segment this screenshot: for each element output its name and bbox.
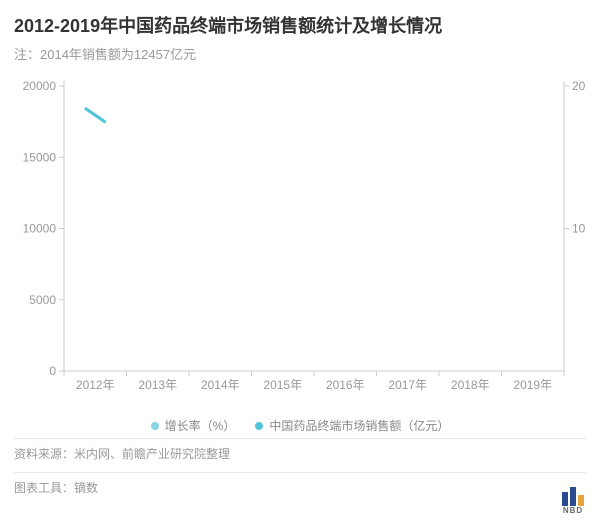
y-tick-right: 10 — [572, 222, 586, 236]
x-tick-label: 2019年 — [513, 378, 552, 392]
x-tick-label: 2016年 — [326, 378, 365, 392]
legend-item: 中国药品终端市场销售额（亿元） — [255, 417, 449, 434]
chart-svg: 0 5000 10000 15000 20000 10 20 2012年 2013年 2014年 2… — [14, 71, 586, 411]
legend-label: 中国药品终端市场销售额（亿元） — [269, 417, 449, 434]
brand-text: NBD — [563, 506, 583, 515]
y-tick-right: 20 — [572, 79, 586, 93]
y-tick-left: 20000 — [23, 79, 57, 93]
legend-label: 增长率（%） — [165, 417, 236, 434]
growth-rate-line — [86, 109, 105, 122]
y-tick-left: 10000 — [23, 222, 57, 236]
legend-marker — [151, 422, 159, 430]
tool-line: 图表工具：镝数 — [14, 473, 586, 502]
chart-title: 2012-2019年中国药品终端市场销售额统计及增长情况 — [14, 12, 586, 38]
y-tick-left: 0 — [49, 364, 56, 378]
x-tick-label: 2015年 — [263, 378, 302, 392]
brand-logo: NBD — [560, 484, 586, 515]
chart-legend: 增长率（%） 中国药品终端市场销售额（亿元） — [14, 417, 586, 434]
legend-marker — [255, 422, 263, 430]
chart-subtitle: 注：2014年销售额为12457亿元 — [14, 44, 586, 63]
x-tick-label: 2017年 — [388, 378, 427, 392]
y-tick-left: 5000 — [29, 293, 56, 307]
source-line: 资料来源：米内网、前瞻产业研究院整理 — [14, 439, 586, 468]
legend-item: 增长率（%） — [151, 417, 236, 434]
x-tick-label: 2018年 — [451, 378, 490, 392]
x-tick-label: 2012年 — [76, 378, 115, 392]
x-tick-label: 2014年 — [201, 378, 240, 392]
y-tick-left: 15000 — [23, 150, 57, 164]
chart-container: 2012-2019年中国药品终端市场销售额统计及增长情况 注：2014年销售额为… — [0, 0, 600, 529]
chart-plot-area: 0 5000 10000 15000 20000 10 20 2012年 2013年 2014年 2… — [14, 71, 586, 411]
x-tick-label: 2013年 — [138, 378, 177, 392]
